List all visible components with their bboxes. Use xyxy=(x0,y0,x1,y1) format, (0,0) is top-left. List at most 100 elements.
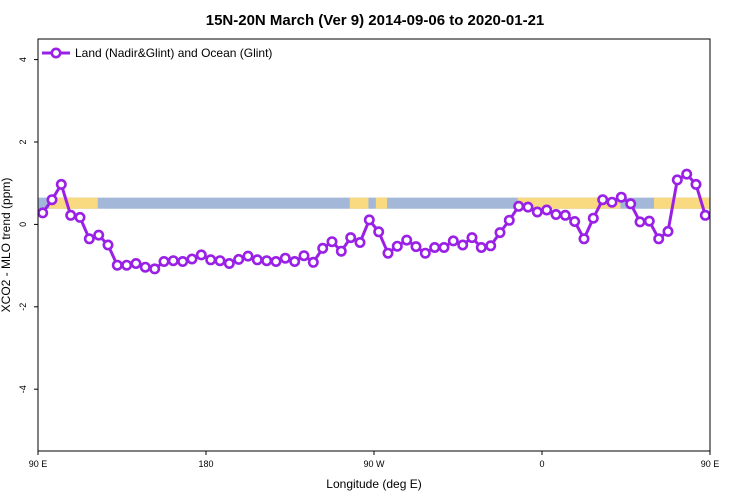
data-point xyxy=(466,232,478,244)
data-point xyxy=(55,178,67,190)
legend: Land (Nadir&Glint) and Ocean (Glint) xyxy=(42,46,272,60)
data-point xyxy=(149,263,161,275)
x-tick-label: 180 xyxy=(198,459,213,469)
data-point xyxy=(111,259,123,271)
data-point xyxy=(643,215,655,227)
data-point xyxy=(429,242,441,254)
data-point xyxy=(326,236,338,248)
data-point xyxy=(65,209,77,221)
data-point xyxy=(541,204,553,216)
data-point xyxy=(569,216,581,228)
data-point xyxy=(382,247,394,259)
data-point xyxy=(335,245,347,257)
ocean-band-layer xyxy=(38,197,710,209)
data-point xyxy=(401,234,413,246)
data-point xyxy=(662,225,674,237)
data-point xyxy=(186,253,198,265)
data-point xyxy=(634,216,646,228)
y-tick-label: 4 xyxy=(18,57,28,62)
data-point xyxy=(102,239,114,251)
legend-marker xyxy=(50,47,62,59)
data-point xyxy=(139,261,151,273)
x-tick-label: 90 E xyxy=(701,459,720,469)
data-point xyxy=(559,209,571,221)
x-axis-label: Longitude (deg E) xyxy=(326,477,421,491)
plot-area xyxy=(38,168,710,275)
data-point xyxy=(410,241,422,253)
data-point xyxy=(578,233,590,245)
data-point xyxy=(373,226,385,238)
data-point xyxy=(233,253,245,265)
chart-title: 15N-20N March (Ver 9) 2014-09-06 to 2020… xyxy=(206,12,545,29)
data-point xyxy=(83,233,95,245)
data-point xyxy=(419,247,431,259)
y-tick-label: 0 xyxy=(18,222,28,227)
data-point xyxy=(270,255,282,267)
data-point xyxy=(298,250,310,262)
data-point xyxy=(391,240,403,252)
data-point xyxy=(279,252,291,264)
legend-entry: Land (Nadir&Glint) and Ocean (Glint) xyxy=(75,46,272,60)
x-tick-label: 0 xyxy=(539,459,544,469)
data-point xyxy=(167,255,179,267)
land-region xyxy=(349,197,369,209)
data-point xyxy=(485,240,497,252)
data-point xyxy=(522,201,534,213)
land-layer xyxy=(49,197,710,209)
data-point xyxy=(38,207,49,219)
data-point xyxy=(587,212,599,224)
data-point xyxy=(615,191,627,203)
land-region xyxy=(49,197,98,209)
data-point xyxy=(205,254,217,266)
data-point xyxy=(93,229,105,241)
y-axis-label: XCO2 - MLO trend (ppm) xyxy=(0,178,13,313)
data-point xyxy=(121,259,133,271)
land-region xyxy=(375,197,388,209)
data-point xyxy=(242,250,254,262)
y-tick-label: -2 xyxy=(18,303,28,311)
data-point xyxy=(251,254,263,266)
data-point xyxy=(363,214,375,226)
data-point xyxy=(503,214,515,226)
data-point xyxy=(317,242,329,254)
data-point xyxy=(671,174,683,186)
y-axis: 4 2 0 -2 -4 xyxy=(18,57,38,393)
x-tick-label: 90 E xyxy=(29,459,48,469)
data-point xyxy=(681,168,693,180)
data-point xyxy=(195,249,207,261)
land-region xyxy=(517,197,621,209)
data-point xyxy=(261,255,273,267)
y-tick-label: 2 xyxy=(18,139,28,144)
data-point xyxy=(699,209,710,221)
data-point xyxy=(513,200,525,212)
data-point xyxy=(531,206,543,218)
data-point xyxy=(653,233,665,245)
data-point xyxy=(74,211,86,223)
data-point xyxy=(214,255,226,267)
data-point xyxy=(690,178,702,190)
data-point xyxy=(447,235,459,247)
data-point xyxy=(606,196,618,208)
data-point xyxy=(625,198,637,210)
data-point xyxy=(307,256,319,268)
series-layer xyxy=(38,168,710,275)
data-point xyxy=(494,227,506,239)
data-point xyxy=(177,255,189,267)
x-tick-label: 90 W xyxy=(363,459,385,469)
data-point xyxy=(223,257,235,269)
data-point xyxy=(597,194,609,206)
data-point xyxy=(46,194,58,206)
data-point xyxy=(130,257,142,269)
data-point xyxy=(354,237,366,249)
data-point xyxy=(457,239,469,251)
data-point xyxy=(289,255,301,267)
ocean-band xyxy=(38,197,710,209)
data-point xyxy=(550,209,562,221)
data-point xyxy=(158,255,170,267)
land-region xyxy=(654,197,710,209)
y-tick-label: -4 xyxy=(18,385,28,393)
data-point xyxy=(345,232,357,244)
